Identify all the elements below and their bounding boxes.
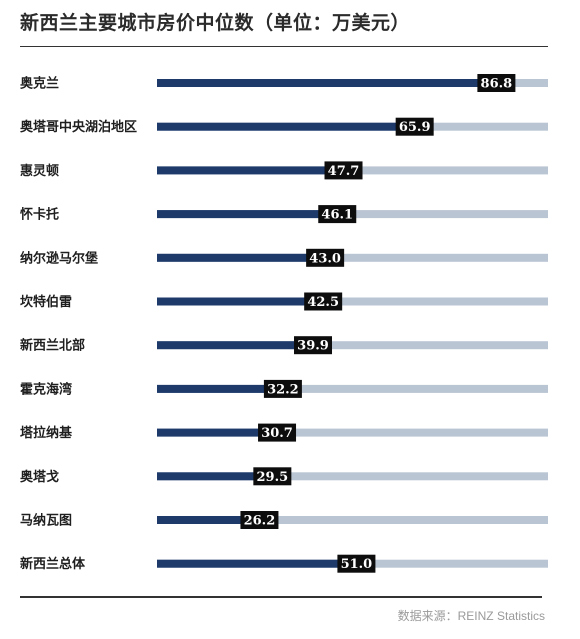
category-label: 怀卡托 [20, 207, 59, 223]
value-label-box [306, 248, 345, 267]
bar-track [157, 472, 548, 481]
bar [157, 79, 497, 87]
bar [157, 472, 273, 481]
category-label: 纳尔逊马尔堡 [20, 250, 98, 266]
value-label-box [263, 379, 302, 398]
value-label: 29.5 [257, 470, 289, 485]
value-label-box [240, 511, 279, 529]
value-label: 39.9 [297, 339, 329, 354]
bottom-rule [20, 596, 542, 598]
bar [157, 341, 314, 350]
bar [157, 516, 260, 524]
bar [157, 384, 283, 393]
value-label-box [253, 467, 292, 486]
value-label: 47.7 [328, 164, 360, 179]
value-label: 86.8 [481, 77, 513, 92]
value-label-box [294, 336, 333, 355]
bar [157, 166, 344, 175]
category-label: 奥克兰 [20, 76, 59, 92]
value-label-box [304, 292, 343, 311]
value-label-box [337, 554, 376, 573]
bar [157, 559, 357, 568]
bar [157, 428, 278, 437]
chart-title: 新西兰主要城市房价中位数（单位：万美元） [20, 12, 411, 34]
category-label: 新西兰北部 [20, 338, 85, 354]
value-label: 43.0 [309, 251, 341, 266]
bar-track [157, 516, 548, 524]
value-label: 42.5 [307, 295, 339, 310]
value-label-box [477, 74, 516, 92]
value-label: 65.9 [399, 120, 431, 135]
value-label: 51.0 [341, 557, 373, 572]
category-label: 霍克海湾 [20, 381, 72, 397]
value-label: 26.2 [244, 514, 276, 529]
top-rule [20, 46, 548, 47]
category-label: 奥塔戈 [20, 469, 59, 485]
value-label-box [324, 161, 363, 180]
bar [157, 122, 415, 131]
category-label: 马纳瓦图 [20, 513, 72, 529]
value-label: 32.2 [267, 382, 299, 397]
bar-track [157, 384, 548, 393]
bar [157, 253, 326, 262]
category-label: 塔拉纳基 [20, 425, 73, 441]
value-label-box [258, 423, 297, 442]
value-label: 46.1 [321, 208, 353, 223]
category-label: 新西兰总体 [20, 556, 86, 572]
category-label: 奥塔哥中央湖泊地区 [20, 119, 137, 135]
category-label: 惠灵顿 [20, 163, 59, 179]
value-label-box [318, 205, 357, 224]
bar-track [157, 341, 548, 350]
bar-track [157, 428, 548, 437]
bar [157, 297, 324, 306]
bar [157, 210, 338, 219]
value-label: 30.7 [261, 426, 293, 441]
category-label: 坎特伯雷 [20, 294, 72, 310]
bar-track [157, 297, 548, 306]
bar-track [157, 253, 548, 262]
source-note: 数据来源：REINZ Statistics [397, 609, 545, 623]
value-label-box [395, 117, 434, 136]
